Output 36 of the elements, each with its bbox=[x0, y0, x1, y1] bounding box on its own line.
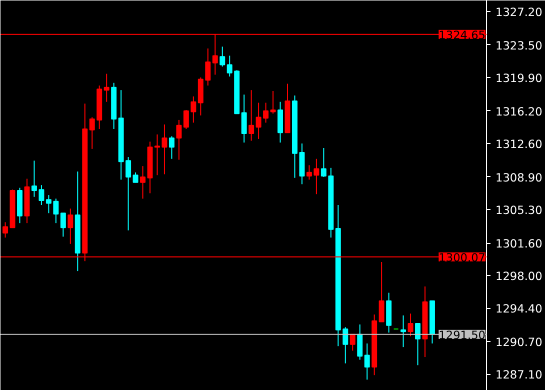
candlestick bbox=[104, 73, 110, 102]
y-tick-label: 1312.60 bbox=[496, 136, 542, 151]
y-tick-label: 1298.00 bbox=[496, 269, 542, 284]
candlestick bbox=[378, 262, 384, 322]
y-tick-label: 1327.20 bbox=[496, 4, 542, 19]
candlestick bbox=[270, 90, 276, 114]
y-tick-label: 1301.60 bbox=[496, 236, 542, 251]
candlestick bbox=[415, 323, 420, 366]
candlestick bbox=[320, 147, 326, 178]
y-tick-label: 1316.20 bbox=[496, 104, 542, 118]
candlestick bbox=[350, 334, 356, 352]
y-tick-label: 1287.10 bbox=[496, 368, 542, 382]
candlestick bbox=[278, 101, 284, 144]
y-tick-label: 1323.50 bbox=[496, 38, 542, 52]
candlestick bbox=[68, 208, 74, 244]
y-tick-label: 1290.70 bbox=[496, 335, 542, 350]
candlestick bbox=[248, 90, 254, 142]
candlestick bbox=[364, 342, 370, 380]
candlestick bbox=[60, 212, 66, 238]
y-tick-label: 1305.30 bbox=[496, 203, 542, 218]
y-tick-label: 1319.90 bbox=[496, 70, 542, 85]
ref-line-label: 1300.07 bbox=[438, 250, 486, 264]
y-tick-label: 1308.90 bbox=[496, 170, 542, 184]
candlestick bbox=[176, 119, 182, 160]
candlestick bbox=[357, 324, 363, 360]
candlestick bbox=[241, 94, 247, 144]
candlestick bbox=[408, 313, 414, 337]
y-tick-label: 1294.40 bbox=[496, 302, 542, 316]
candlestick bbox=[132, 172, 138, 183]
ref-line-label: 1291.50 bbox=[438, 328, 486, 342]
ref-line-label: 1324.65 bbox=[438, 28, 486, 42]
candlestick bbox=[168, 136, 174, 160]
candlestick bbox=[220, 46, 226, 68]
candlestick bbox=[400, 314, 406, 348]
candlestick bbox=[140, 166, 146, 200]
candlestick bbox=[2, 222, 8, 238]
